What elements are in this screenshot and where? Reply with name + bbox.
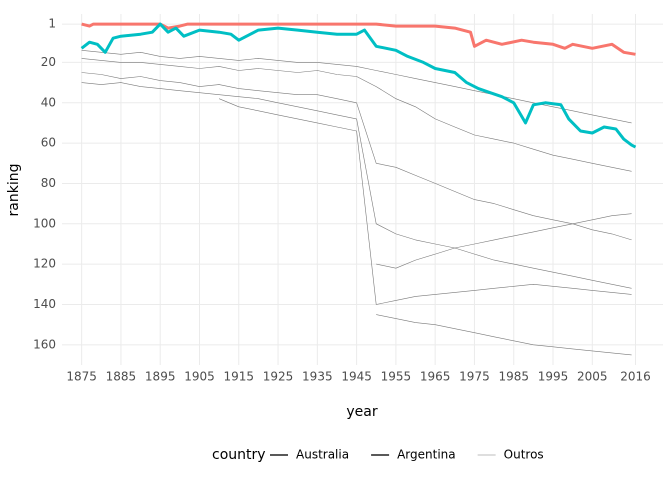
other-line — [376, 213, 632, 269]
x-tick-label: 1985 — [498, 370, 529, 384]
y-tick-label: 80 — [41, 176, 56, 190]
x-tick-label: 1875 — [66, 370, 97, 384]
other-line — [81, 72, 632, 241]
y-tick-label: 60 — [41, 136, 56, 150]
x-tick-label: 1885 — [106, 370, 137, 384]
x-tick-label: 1935 — [302, 370, 333, 384]
legend-label: Australia — [296, 448, 349, 462]
y-tick-label: 120 — [33, 257, 56, 271]
y-tick-label: 160 — [33, 337, 56, 351]
other-line — [81, 58, 632, 172]
y-tick-label: 1 — [48, 17, 56, 31]
x-tick-label: 2005 — [577, 370, 608, 384]
x-tick-label: 1975 — [459, 370, 490, 384]
legend-label: Argentina — [397, 448, 456, 462]
x-tick-label: 1925 — [263, 370, 294, 384]
x-tick-label: 1955 — [381, 370, 412, 384]
x-tick-label: 1945 — [341, 370, 372, 384]
y-tick-label: 100 — [33, 216, 56, 230]
legend-label: Outros — [504, 448, 544, 462]
other-line — [376, 314, 632, 356]
other-line — [81, 82, 632, 289]
legend-title: country — [212, 447, 266, 463]
x-tick-label: 1895 — [145, 370, 176, 384]
y-tick-label: 20 — [41, 55, 56, 69]
x-tick-label: 1995 — [538, 370, 569, 384]
y-tick-label: 140 — [33, 297, 56, 311]
y-tick-label: 40 — [41, 95, 56, 109]
x-tick-label: 1905 — [184, 370, 215, 384]
series-line — [80, 22, 637, 149]
other-line — [218, 98, 632, 305]
x-tick-label: 1915 — [223, 370, 254, 384]
y-axis-title: ranking — [6, 164, 22, 217]
x-tick-label: 2016 — [620, 370, 651, 384]
x-axis-title: year — [346, 404, 377, 420]
x-tick-label: 1965 — [420, 370, 451, 384]
series-line — [81, 22, 636, 56]
